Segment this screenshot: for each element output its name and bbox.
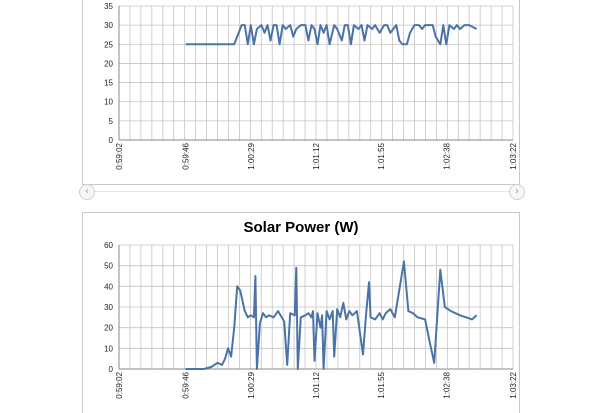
y-tick-label: 35 — [104, 2, 113, 11]
x-tick-label: 1:03:22 — [509, 142, 518, 169]
series-line — [185, 24, 478, 46]
y-tick-label: 40 — [104, 282, 113, 291]
x-tick-label: 1:02:38 — [442, 371, 451, 398]
x-tick-label: 1:02:38 — [442, 142, 451, 169]
x-tick-label: 0:59:02 — [115, 142, 124, 169]
x-tick-label: 0:59:46 — [182, 371, 191, 398]
y-tick-label: 5 — [109, 117, 114, 126]
y-tick-label: 30 — [104, 303, 113, 312]
chevron-left-icon[interactable]: ‹ — [79, 184, 95, 200]
x-tick-label: 1:03:22 — [509, 371, 518, 398]
y-tick-label: 20 — [104, 324, 113, 333]
x-tick-label: 1:01:55 — [377, 142, 386, 169]
series-line — [185, 260, 478, 370]
x-tick-label: 0:59:02 — [115, 371, 124, 398]
x-tick-label: 1:00:29 — [247, 371, 256, 398]
x-tick-label: 1:01:12 — [312, 142, 321, 169]
y-tick-label: 0 — [109, 365, 114, 374]
y-tick-label: 30 — [104, 21, 113, 30]
y-tick-label: 0 — [109, 136, 114, 145]
x-tick-label: 1:01:55 — [377, 371, 386, 398]
solar-power-chart-panel: Solar Power (W) 0 10 20 30 40 50 60 0:59:02 0:59… — [82, 212, 520, 413]
y-tick-label: 60 — [104, 241, 113, 250]
y-tick-label: 10 — [104, 344, 113, 353]
y-tick-label: 15 — [104, 79, 113, 88]
x-tick-label: 1:01:12 — [312, 371, 321, 398]
y-tick-label: 10 — [104, 98, 113, 107]
chart-1-svg: 0 5 10 15 20 25 30 35 0:59:02 0:59:46 1:00:29 1:01:… — [104, 2, 518, 170]
y-tick-label: 20 — [104, 59, 113, 68]
chart-2-svg: 0 10 20 30 40 50 60 0:59:02 0:59:46 1:00:29 1:01:1… — [104, 241, 518, 399]
y-tick-label: 25 — [104, 40, 113, 49]
voltage-chart-panel: 0 5 10 15 20 25 30 35 0:59:02 0:59:46 1:00:29 1:01:… — [82, 0, 520, 185]
chart-title: Solar Power (W) — [243, 219, 359, 236]
y-tick-label: 50 — [104, 262, 113, 271]
x-tick-label: 0:59:46 — [182, 142, 191, 169]
grid — [118, 244, 514, 370]
x-tick-label: 1:00:29 — [247, 142, 256, 169]
gallery-divider — [82, 191, 518, 192]
grid — [118, 5, 514, 141]
chevron-right-icon[interactable]: › — [509, 184, 525, 200]
